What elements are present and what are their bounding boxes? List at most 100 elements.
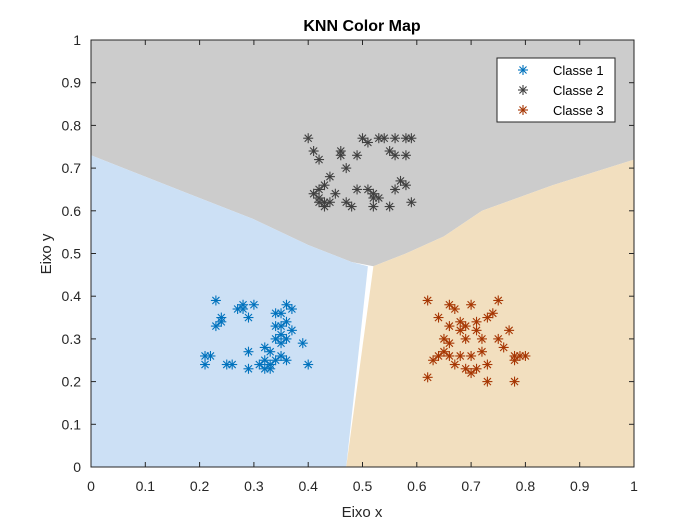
data-point	[368, 192, 379, 203]
x-tick-label: 0.1	[136, 478, 156, 494]
data-point	[227, 359, 238, 370]
data-point	[297, 338, 308, 349]
data-point	[243, 346, 254, 357]
y-tick-label: 0.3	[62, 331, 82, 347]
x-tick-label: 0	[87, 478, 95, 494]
data-point	[308, 146, 319, 157]
data-point	[281, 299, 292, 310]
series-2	[303, 133, 417, 212]
data-point	[438, 346, 449, 357]
legend-box	[496, 57, 616, 123]
data-point	[493, 333, 504, 344]
data-point	[406, 133, 417, 144]
data-point	[449, 304, 460, 315]
data-point	[449, 359, 460, 370]
data-point	[493, 295, 504, 306]
data-point	[433, 312, 444, 323]
data-point	[384, 146, 395, 157]
x-tick-label: 0.9	[570, 478, 590, 494]
data-point	[341, 197, 352, 208]
data-point	[270, 355, 281, 366]
data-point	[400, 150, 411, 161]
legend-label: Classe 1	[553, 63, 604, 78]
data-point	[276, 329, 287, 340]
data-markers	[200, 133, 531, 387]
series-3	[422, 295, 531, 387]
data-point	[476, 346, 487, 357]
data-point	[368, 201, 379, 212]
x-tick-label: 0.8	[516, 478, 536, 494]
legend-marker	[518, 85, 528, 95]
x-tick-label: 0.6	[407, 478, 427, 494]
data-point	[341, 163, 352, 174]
data-point	[406, 197, 417, 208]
data-point	[330, 188, 341, 199]
data-point	[319, 201, 330, 212]
data-point	[259, 342, 270, 353]
data-point	[319, 180, 330, 191]
data-point	[270, 333, 281, 344]
data-point	[276, 350, 287, 361]
data-point	[460, 363, 471, 374]
data-point	[281, 355, 292, 366]
data-point	[395, 175, 406, 186]
x-tick-label: 0.4	[298, 478, 318, 494]
y-axis-ticks: 0 0.1 0.2 0.3 0.4 0.5 0.6 0.7 0.8 0.9 1	[62, 32, 634, 475]
data-point	[482, 376, 493, 387]
data-point	[281, 316, 292, 327]
data-point	[482, 312, 493, 323]
y-tick-label: 1	[73, 32, 81, 48]
data-point	[422, 372, 433, 383]
data-point	[471, 325, 482, 336]
data-point	[390, 150, 401, 161]
legend: Classe 1 Classe 2 Classe 3	[496, 57, 616, 123]
data-point	[314, 184, 325, 195]
data-point	[243, 312, 254, 323]
data-point	[335, 150, 346, 161]
x-tick-label: 0.7	[461, 478, 481, 494]
data-point	[460, 333, 471, 344]
legend-label: Classe 3	[553, 103, 604, 118]
y-tick-label: 0.8	[62, 117, 82, 133]
data-point	[433, 350, 444, 361]
data-point	[471, 316, 482, 327]
data-point	[314, 154, 325, 165]
data-point	[281, 333, 292, 344]
data-point	[352, 150, 363, 161]
data-point	[444, 299, 455, 310]
y-tick-label: 0.4	[62, 288, 82, 304]
y-axis-label: Eixo y	[38, 233, 55, 274]
data-point	[384, 201, 395, 212]
data-point	[362, 184, 373, 195]
data-point	[428, 355, 439, 366]
data-point	[286, 325, 297, 336]
region-classe-1	[91, 155, 368, 468]
y-tick-label: 0.9	[62, 75, 82, 91]
data-point	[352, 184, 363, 195]
data-point	[210, 295, 221, 306]
data-point	[362, 137, 373, 148]
data-point	[357, 133, 368, 144]
data-point	[303, 133, 314, 144]
data-point	[200, 359, 211, 370]
data-point	[254, 359, 265, 370]
data-point	[205, 350, 216, 361]
data-point	[314, 197, 325, 208]
data-point	[400, 180, 411, 191]
y-tick-label: 0.2	[62, 374, 82, 390]
data-point	[422, 295, 433, 306]
x-tick-label: 0.2	[190, 478, 210, 494]
data-point	[216, 312, 227, 323]
data-point	[504, 325, 515, 336]
data-point	[238, 299, 249, 310]
data-point	[259, 355, 270, 366]
data-point	[379, 133, 390, 144]
data-point	[444, 321, 455, 332]
x-tick-label: 0.3	[244, 478, 264, 494]
data-point	[390, 133, 401, 144]
data-point	[455, 350, 466, 361]
data-point	[471, 363, 482, 374]
data-point	[324, 171, 335, 182]
chart-title: KNN Color Map	[303, 18, 421, 35]
